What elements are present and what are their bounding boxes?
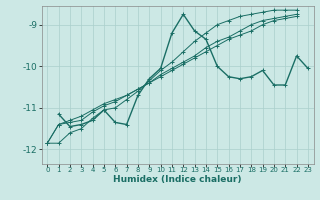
X-axis label: Humidex (Indice chaleur): Humidex (Indice chaleur) [113,175,242,184]
